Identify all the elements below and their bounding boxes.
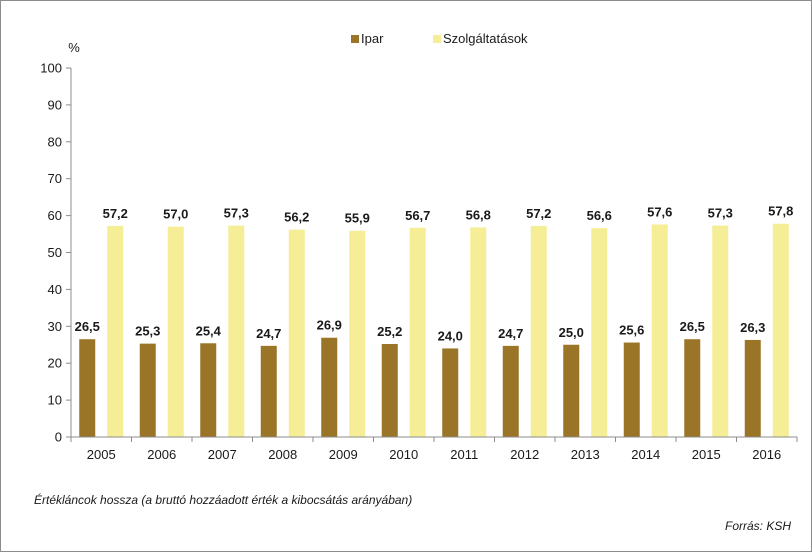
data-label-szolg-ltat-sok-2010: 56,7 <box>405 208 430 223</box>
y-tick-label: 40 <box>48 282 62 297</box>
bar-szolg-ltat-sok-2011 <box>470 227 486 437</box>
legend-label-ipar: Ipar <box>361 31 384 46</box>
y-axis-label: % <box>68 40 80 55</box>
data-label-szolg-ltat-sok-2011: 56,8 <box>466 207 491 222</box>
x-tick-label: 2016 <box>752 447 781 462</box>
y-tick-label: 60 <box>48 208 62 223</box>
legend: Ipar Szolgáltatások <box>351 31 528 46</box>
bar-szolg-ltat-sok-2013 <box>591 228 607 437</box>
data-label-szolg-ltat-sok-2007: 57,3 <box>224 206 249 221</box>
bar-ipar-2007 <box>200 343 216 437</box>
bar-szolg-ltat-sok-2009 <box>349 231 365 437</box>
data-label-szolg-ltat-sok-2005: 57,2 <box>103 206 128 221</box>
x-tick-label: 2013 <box>571 447 600 462</box>
y-tick-label: 30 <box>48 319 62 334</box>
legend-label-szolg-ltat-sok: Szolgáltatások <box>443 31 528 46</box>
y-tick-label: 10 <box>48 393 62 408</box>
data-label-szolg-ltat-sok-2015: 57,3 <box>708 206 733 221</box>
data-label-ipar-2011: 24,0 <box>438 328 463 343</box>
y-axis: 0 10 20 30 40 50 60 70 80 90 100% <box>40 40 80 445</box>
y-tick-label: 50 <box>48 245 62 260</box>
x-tick-label: 2012 <box>510 447 539 462</box>
data-label-szolg-ltat-sok-2008: 56,2 <box>284 210 309 225</box>
data-label-ipar-2007: 25,4 <box>196 323 222 338</box>
x-tick-label: 2007 <box>208 447 237 462</box>
data-label-ipar-2006: 25,3 <box>135 324 160 339</box>
bar-ipar-2009 <box>321 338 337 437</box>
y-tick-label: 90 <box>48 97 62 112</box>
data-label-ipar-2008: 24,7 <box>256 326 281 341</box>
data-label-ipar-2015: 26,5 <box>680 319 705 334</box>
bars: 26,5 57,2 25,3 57,0 25,4 57,3 24,7 56,2 26,9 55,9… <box>75 204 794 437</box>
bar-ipar-2010 <box>382 344 398 437</box>
bar-szolg-ltat-sok-2008 <box>289 230 305 437</box>
bar-ipar-2008 <box>261 346 277 437</box>
bar-ipar-2006 <box>140 344 156 437</box>
y-tick-label: 0 <box>55 430 62 445</box>
bar-ipar-2014 <box>624 343 640 437</box>
bar-ipar-2013 <box>563 345 579 437</box>
bar-ipar-2016 <box>745 340 761 437</box>
data-label-szolg-ltat-sok-2014: 57,6 <box>647 204 672 219</box>
bar-szolg-ltat-sok-2007 <box>228 226 244 437</box>
data-label-szolg-ltat-sok-2006: 57,0 <box>163 207 188 222</box>
x-tick-label: 2009 <box>329 447 358 462</box>
legend-swatch-szolg-ltat-sok <box>433 35 441 43</box>
x-tick-label: 2008 <box>268 447 297 462</box>
x-tick-label: 2005 <box>87 447 116 462</box>
chart-source: Forrás: KSH <box>725 519 791 533</box>
bar-szolg-ltat-sok-2012 <box>531 226 547 437</box>
x-tick-label: 2015 <box>692 447 721 462</box>
data-label-szolg-ltat-sok-2009: 55,9 <box>345 211 370 226</box>
data-label-szolg-ltat-sok-2016: 57,8 <box>768 204 793 219</box>
data-label-szolg-ltat-sok-2013: 56,6 <box>587 208 612 223</box>
data-label-ipar-2005: 26,5 <box>75 319 100 334</box>
bar-szolg-ltat-sok-2010 <box>410 228 426 437</box>
data-label-szolg-ltat-sok-2012: 57,2 <box>526 206 551 221</box>
x-tick-label: 2014 <box>631 447 660 462</box>
chart-caption: Értékláncok hossza (a bruttó hozzáadott … <box>34 493 412 507</box>
legend-swatch-ipar <box>351 35 359 43</box>
data-label-ipar-2014: 25,6 <box>619 323 644 338</box>
x-tick-label: 2006 <box>147 447 176 462</box>
y-tick-label: 70 <box>48 171 62 186</box>
bar-szolg-ltat-sok-2005 <box>107 226 123 437</box>
data-label-ipar-2009: 26,9 <box>317 318 342 333</box>
bar-szolg-ltat-sok-2006 <box>168 227 184 437</box>
y-tick-label: 80 <box>48 134 62 149</box>
y-tick-label: 100 <box>40 61 62 76</box>
bar-szolg-ltat-sok-2015 <box>712 226 728 437</box>
x-tick-label: 2010 <box>389 447 418 462</box>
data-label-ipar-2010: 25,2 <box>377 324 402 339</box>
data-label-ipar-2012: 24,7 <box>498 326 523 341</box>
bar-ipar-2015 <box>684 339 700 437</box>
bar-szolg-ltat-sok-2016 <box>773 224 789 437</box>
y-tick-label: 20 <box>48 356 62 371</box>
x-axis: 2005 2006 2007 2008 2009 2010 2011 2012 2013 2014… <box>71 437 797 462</box>
bar-ipar-2012 <box>503 346 519 437</box>
data-label-ipar-2016: 26,3 <box>740 320 765 335</box>
data-label-ipar-2013: 25,0 <box>559 325 584 340</box>
bar-ipar-2011 <box>442 348 458 437</box>
bar-szolg-ltat-sok-2014 <box>652 224 668 437</box>
x-tick-label: 2011 <box>450 447 478 462</box>
bar-ipar-2005 <box>79 339 95 437</box>
